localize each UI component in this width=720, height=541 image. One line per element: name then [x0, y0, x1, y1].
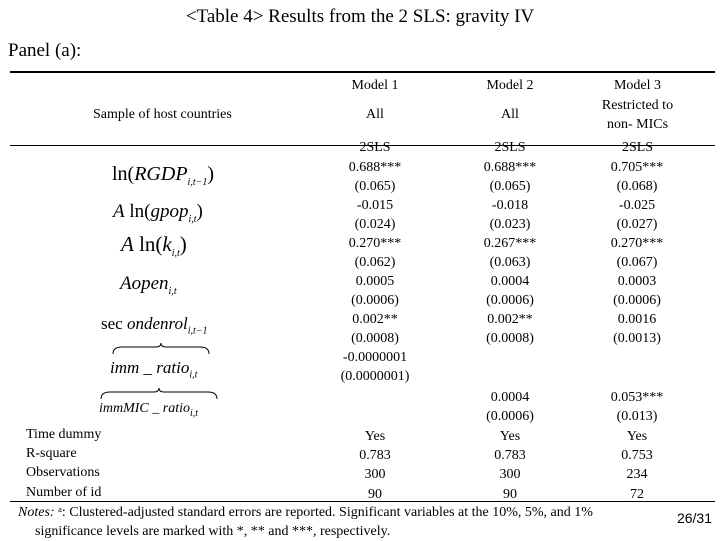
top-rule — [10, 71, 715, 73]
table-cell: 0.002** — [487, 312, 533, 327]
table-cell: 0.688*** — [348, 160, 402, 175]
table-cell: 300 — [364, 467, 386, 482]
sample-model-2: All — [501, 107, 519, 122]
table-cell: 0.783 — [359, 448, 391, 463]
table-title: <Table 4> Results from the 2 SLS: gravit… — [185, 6, 535, 27]
table-cell: 0.0003 — [617, 274, 657, 289]
sample-model-1: All — [366, 107, 384, 122]
table-cell: (0.0006) — [351, 293, 399, 308]
model-1-header: Model 1 — [351, 78, 399, 93]
table-cell: (0.0013) — [613, 331, 661, 346]
table-cell: 0.267*** — [483, 236, 537, 251]
bottom-rule — [10, 501, 715, 502]
overbrace-immmic — [100, 388, 218, 400]
page-number: 26/31 — [676, 510, 712, 526]
table-cell: (0.013) — [616, 409, 658, 424]
method-model-1: 2SLS — [359, 140, 391, 155]
table-cell: 0.753 — [621, 448, 653, 463]
table-cell: Yes — [499, 429, 521, 444]
model-3-header: Model 3 — [613, 78, 662, 93]
var-imm-ratio: imm _ ratioi,t — [110, 358, 198, 381]
notes-prefix: Notes: — [18, 505, 55, 520]
table-cell: 0.0004 — [490, 274, 530, 289]
model-1-coefficients: 0.688*** (0.065) -0.015 (0.024) 0.270***… — [325, 158, 425, 386]
model-2-header: Model 2 — [486, 78, 534, 93]
var-ln-rgdp: ln(RGDPi,t−1) — [112, 163, 215, 188]
table-cell: (0.067) — [616, 255, 658, 270]
sample-model-3: Restricted to non- MICs — [601, 98, 674, 132]
notes-line-1: ᵃ: Clustered-adjusted standard errors ar… — [54, 505, 593, 520]
table-cell: (0.0006) — [613, 293, 661, 308]
panel-label: Panel (a): — [8, 40, 82, 61]
row-label-r-square: R-square — [26, 446, 77, 461]
table-cell: 0.0005 — [355, 274, 395, 289]
row-label-number-of-id: Number of id — [26, 485, 102, 500]
table-cell: 0.270*** — [610, 236, 664, 251]
notes-line-2: significance levels are marked with *, *… — [35, 524, 391, 539]
model-3-coefficients: 0.705*** (0.068) -0.025 (0.027) 0.270***… — [587, 158, 687, 348]
method-model-2: 2SLS — [494, 140, 526, 155]
var-secondenrol: sec ondenroli,t−1 — [101, 314, 208, 337]
sample-label: Sample of host countries — [93, 107, 232, 122]
model-3-immmic: 0.053*** (0.013) — [587, 388, 687, 426]
table-cell: (0.0008) — [351, 331, 399, 346]
row-label-observations: Observations — [26, 465, 100, 480]
table-cell: 90 — [368, 487, 382, 502]
table-cell: 0.002** — [352, 312, 398, 327]
method-model-3: 2SLS — [621, 140, 654, 155]
row-label-time-dummy: Time dummy — [26, 427, 102, 442]
table-cell: (0.065) — [489, 179, 531, 194]
table-cell: (0.062) — [354, 255, 396, 270]
table-cell: 0.0016 — [617, 312, 657, 327]
var-aopen: Aopeni,t — [120, 273, 177, 297]
table-cell: 0.783 — [494, 448, 526, 463]
model-2-immmic: 0.0004 (0.0006) — [460, 388, 560, 426]
table-cell: Yes — [364, 429, 386, 444]
table-cell: (0.0008) — [486, 331, 534, 346]
table-cell: Yes — [626, 429, 648, 444]
table-cell: 0.270*** — [348, 236, 402, 251]
table-cell: 0.705*** — [610, 160, 664, 175]
table-cell: -0.025 — [618, 198, 656, 213]
table-cell: 72 — [630, 487, 644, 502]
overbrace-imm — [112, 343, 210, 355]
var-immmic-ratio: immMIC _ ratioi,t — [99, 401, 199, 419]
table-cell: (0.024) — [354, 217, 396, 232]
table-cell: -0.015 — [356, 198, 394, 213]
table-cell: (0.027) — [616, 217, 658, 232]
model-2-coefficients: 0.688*** (0.065) -0.018 (0.023) 0.267***… — [460, 158, 560, 348]
table-cell: -0.018 — [491, 198, 529, 213]
table-cell: -0.0000001 — [342, 350, 408, 365]
table-cell: (0.023) — [489, 217, 531, 232]
var-gpop: A ln(gpopi,t) — [113, 201, 203, 225]
header-rule — [10, 145, 715, 146]
table-cell: 300 — [499, 467, 521, 482]
table-cell: (0.068) — [616, 179, 658, 194]
table-cell: (0.0006) — [486, 409, 534, 424]
table-notes: Notes: ᵃ: Clustered-adjusted standard er… — [18, 503, 593, 541]
table-cell: 0.688*** — [483, 160, 537, 175]
table-cell: (0.065) — [354, 179, 396, 194]
table-cell: 90 — [503, 487, 517, 502]
table-cell: (0.0000001) — [340, 369, 410, 384]
table-cell: (0.063) — [489, 255, 531, 270]
table-cell: (0.0006) — [486, 293, 534, 308]
var-capital: A ln(ki,t) — [121, 232, 187, 260]
table-cell: 0.0004 — [490, 390, 530, 405]
table-cell: 0.053*** — [610, 390, 664, 405]
table-cell: 234 — [626, 467, 648, 482]
